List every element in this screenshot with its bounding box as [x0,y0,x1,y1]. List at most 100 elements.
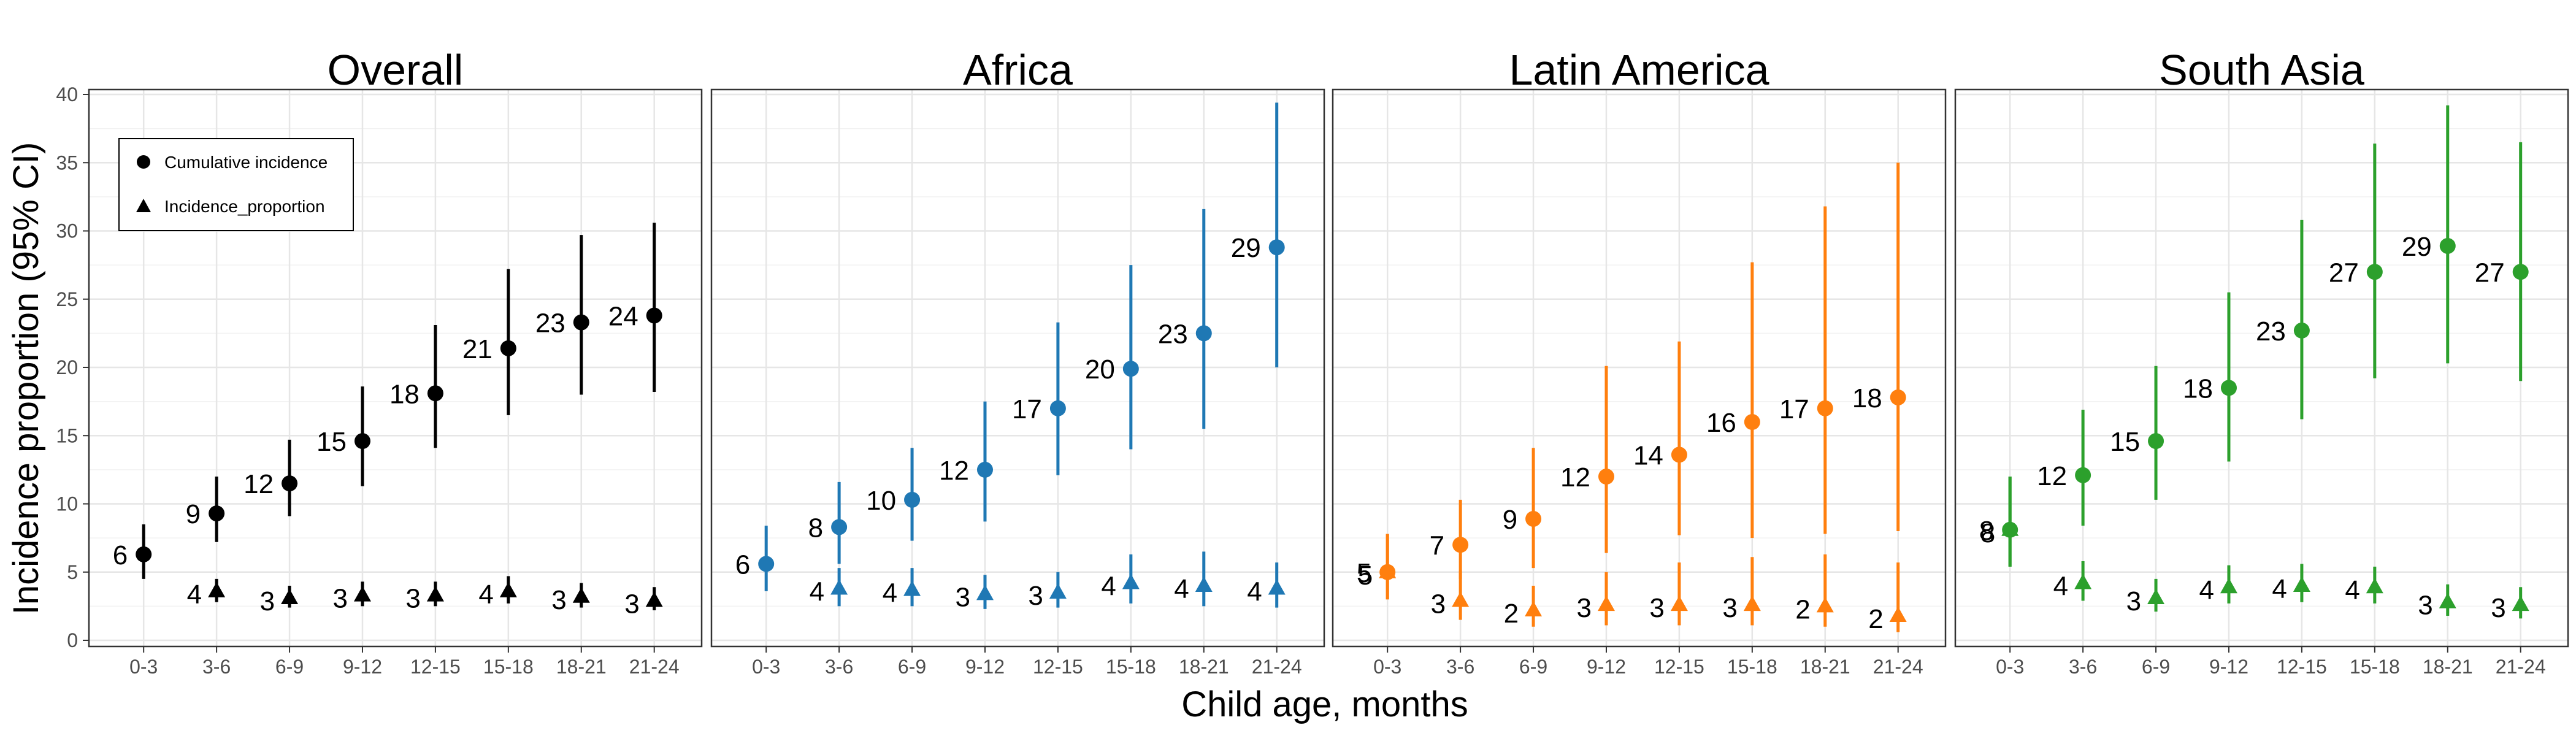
incidence-triangle-point [1743,596,1761,611]
cumulative-data-label: 29 [1231,233,1261,263]
legend-triangle-marker [136,199,151,212]
x-tick-label: 21-24 [2496,656,2546,678]
cumulative-circle-point [1122,361,1139,377]
cumulative-data-label: 15 [316,427,347,457]
incidence-data-label: 3 [624,589,639,619]
incidence-triangle-point [2220,578,2237,594]
cumulative-circle-point [209,505,225,522]
y-tick-label: 15 [56,424,78,447]
cumulative-circle-point [2075,467,2091,483]
cumulative-data-label: 8 [1979,516,1994,546]
cumulative-data-label: 12 [1560,462,1590,493]
cumulative-data-label: 9 [186,499,201,529]
cumulative-circle-point [646,307,662,324]
x-tick-label: 15-18 [483,656,534,678]
x-tick-label: 0-3 [1996,656,2024,678]
legend-box [118,138,354,231]
incidence-data-label: 3 [405,584,420,614]
cumulative-data-label: 10 [866,486,896,516]
y-tick-label: 40 [56,83,78,105]
cumulative-circle-point [354,433,370,450]
y-tick-label: 30 [56,220,78,242]
x-tick-label: 0-3 [1373,656,1401,678]
cumulative-data-label: 12 [243,469,274,499]
panel-title: Latin America [1509,46,1769,94]
incidence-triangle-point [2293,577,2310,592]
incidence-triangle-point [2439,592,2456,608]
cumulative-circle-point [2002,521,2018,538]
cumulative-circle-point [2439,237,2456,254]
x-tick-label: 3-6 [2069,656,2097,678]
y-tick-label: 25 [56,288,78,310]
y-tick-label: 20 [56,356,78,378]
cumulative-data-label: 18 [1852,383,1882,413]
x-tick-label: 18-21 [556,656,607,678]
incidence-data-label: 2 [1795,594,1810,624]
cumulative-data-label: 21 [462,334,493,364]
incidence-data-label: 4 [2053,572,2068,602]
panel-title: Africa [963,46,1073,94]
cumulative-data-label: 20 [1085,355,1115,385]
x-tick-label: 18-21 [2423,656,2473,678]
incidence-triangle-point [2366,578,2383,594]
cumulative-circle-point [1379,564,1396,580]
cumulative-circle-point [1817,400,1833,416]
x-tick-label: 6-9 [275,656,304,678]
incidence-data-label: 3 [1576,593,1591,623]
x-tick-label: 9-12 [343,656,382,678]
incidence-data-label: 5 [1358,561,1373,591]
cumulative-data-label: 23 [1158,319,1188,349]
incidence-triangle-point [976,585,994,600]
cumulative-circle-point [2366,264,2383,280]
incidence-data-label: 3 [2491,593,2505,623]
incidence-data-label: 3 [2418,591,2432,621]
incidence-triangle-point [903,580,921,596]
y-tick-label: 5 [67,561,78,583]
x-tick-label: 6-9 [898,656,926,678]
incidence-triangle-point [1670,596,1688,611]
cumulative-data-label: 8 [808,513,823,543]
cumulative-data-label: 29 [2402,232,2432,262]
incidence-triangle-point [208,581,226,597]
incidence-triangle-point [1268,579,1286,595]
cumulative-circle-point [573,314,589,331]
incidence-triangle-point [1195,577,1213,592]
incidence-triangle-point [499,581,517,597]
x-tick-label: 15-18 [1727,656,1777,678]
cumulative-circle-point [136,546,152,562]
incidence-data-label: 4 [2272,574,2287,604]
incidence-triangle-point [281,589,299,605]
cumulative-circle-point [831,519,848,535]
incidence-data-label: 4 [478,580,493,610]
panel-border [710,88,1325,648]
incidence-triangle-point [1889,606,1907,622]
incidence-triangle-point [1049,583,1067,599]
cumulative-circle-point [1744,414,1760,430]
x-tick-label: 9-12 [965,656,1005,678]
incidence-triangle-point [1452,591,1470,607]
y-tick-label: 10 [56,493,78,515]
cumulative-data-label: 6 [113,540,128,570]
cumulative-circle-point [1195,325,1212,342]
x-tick-label: 12-15 [2277,656,2327,678]
x-tick-label: 9-12 [2209,656,2248,678]
incidence-data-label: 4 [187,580,202,610]
incidence-data-label: 3 [955,582,970,612]
incidence-data-label: 3 [1649,593,1664,623]
facet-panel-south-asia: South Asia 0-3 3-6 6-9 9-12 12-15 15-18 18-21 21… [1954,46,2569,678]
x-tick-label: 3-6 [1446,656,1474,678]
incidence-data-label: 3 [2126,586,2141,616]
incidence-triangle-point [1525,601,1543,617]
cumulative-data-label: 6 [735,550,750,580]
legend: Cumulative incidence Incidence_proportio… [118,138,354,231]
incidence-data-label: 4 [1174,574,1189,604]
cumulative-circle-point [1452,537,1469,553]
incidence-data-label: 3 [260,586,275,616]
incidence-triangle-point [426,586,444,602]
incidence-data-label: 4 [2345,575,2359,605]
legend-label-cumulative: Cumulative incidence [164,153,328,172]
x-tick-label: 0-3 [752,656,780,678]
x-tick-label: 3-6 [825,656,853,678]
incidence-data-label: 2 [1504,599,1519,629]
